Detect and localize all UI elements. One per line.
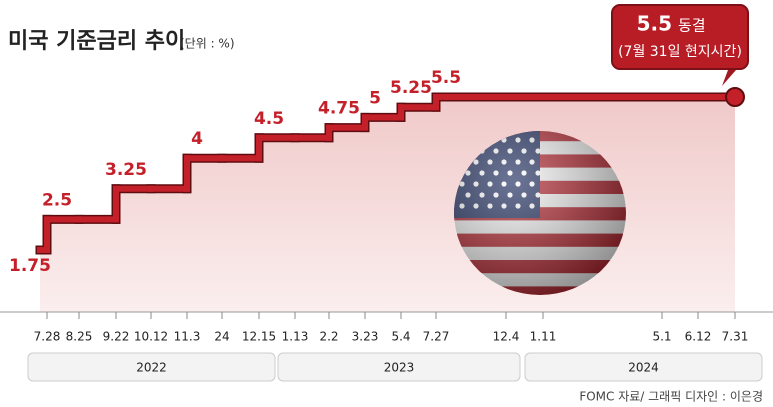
x-tick-label: 8.25 (66, 330, 93, 344)
x-tick-label: 5.4 (391, 330, 410, 344)
value-label: 1.75 (9, 256, 51, 276)
value-label: 5 (369, 88, 381, 108)
x-tick-label: 11.3 (174, 330, 201, 344)
year-box (524, 352, 763, 382)
end-point (725, 87, 745, 107)
flag (454, 131, 626, 295)
x-tick-label: 9.22 (103, 330, 130, 344)
value-label: 2.5 (42, 190, 72, 210)
value-label: 3.25 (105, 160, 147, 180)
x-tick-label: 12.4 (493, 330, 520, 344)
year-label: 2024 (628, 361, 659, 375)
area-group (40, 97, 735, 312)
value-label: 4.5 (254, 109, 284, 129)
unit-label: (단위 : %) (180, 37, 235, 51)
callout-value: 5.5 (637, 12, 672, 36)
value-label: 4 (191, 129, 203, 149)
x-tick-label: 24 (214, 330, 229, 344)
x-tick-label: 10.12 (134, 330, 168, 344)
callout-box (611, 4, 749, 70)
x-tick-label: 3.23 (352, 330, 379, 344)
callout-note: (7월 31일 현지시간) (618, 44, 742, 60)
year-box (27, 352, 276, 382)
value-label: 5.5 (431, 68, 461, 88)
x-tick-label: 1.11 (530, 330, 557, 344)
x-tick-label: 1.13 (282, 330, 309, 344)
flag-shade (454, 131, 626, 295)
chart-title: 미국 기준금리 추이 (8, 29, 185, 54)
x-tick-label: 6.12 (685, 330, 712, 344)
callout: 5.5 동결 (7월 31일 현지시간) (611, 4, 749, 86)
x-tick-label: 12.15 (242, 330, 276, 344)
callout-pointer (722, 70, 736, 86)
x-tick-label: 2.2 (319, 330, 338, 344)
x-tick-label: 7.28 (34, 330, 61, 344)
area (40, 97, 735, 312)
x-tick-label: 7.27 (423, 330, 450, 344)
value-label: 4.75 (318, 99, 360, 119)
year-label: 2023 (384, 361, 415, 375)
source: FOMC 자료/ 그래픽 디자인 : 이은경 (579, 390, 763, 404)
value-label: 5.25 (390, 78, 432, 98)
x-tick-label: 5.1 (652, 330, 671, 344)
plot: 1.75 2.5 3.25 4 4.5 4.75 5 5.255.5 7.28 8.25 9.22 1… (9, 68, 763, 382)
year-box (277, 352, 521, 382)
year-label: 2022 (136, 361, 167, 375)
callout-status: 동결 (678, 17, 706, 35)
x-tick-label: 7.31 (722, 330, 749, 344)
